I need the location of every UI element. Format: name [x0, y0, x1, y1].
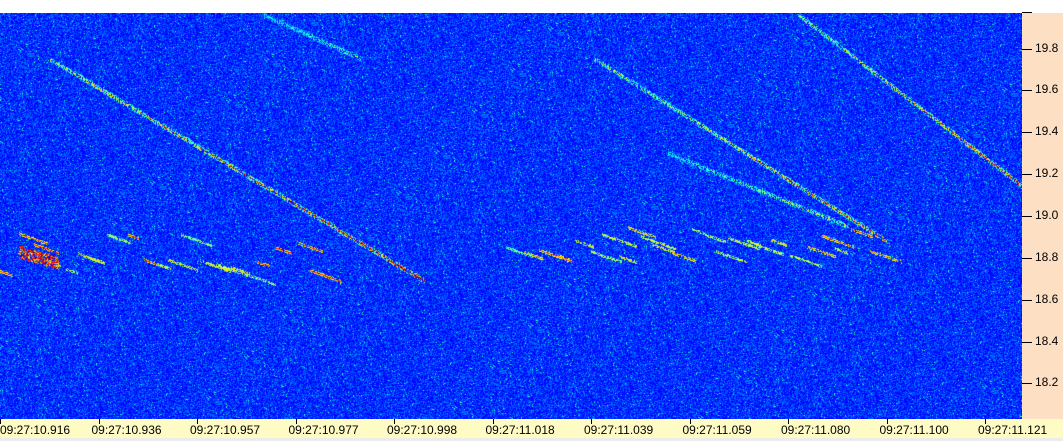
x-tick-label: 09:27:11.018 — [485, 423, 555, 437]
y-tick — [1022, 216, 1032, 217]
x-tick-label: 09:27:11.039 — [584, 423, 654, 437]
y-tick — [1022, 132, 1032, 134]
y-axis-top-tick — [1022, 12, 1032, 13]
y-tick-label: 19.4 — [1035, 124, 1059, 139]
x-tick — [886, 419, 888, 424]
y-tick-label: 18.8 — [1035, 249, 1059, 264]
x-tick-label: 09:27:10.936 — [91, 423, 162, 437]
x-tick-label: 09:27:10.998 — [387, 423, 458, 437]
y-axis: 19.8 19.6 19.4 19.2 19.0 18.8 18.6 18.4 18.2 — [1022, 13, 1063, 419]
x-tick — [985, 419, 986, 424]
y-tick-label: 19.2 — [1035, 166, 1059, 181]
x-tick — [295, 419, 297, 424]
y-tick — [1022, 341, 1032, 343]
x-tick-label: 09:27:10.977 — [288, 423, 359, 437]
y-tick — [1022, 90, 1032, 92]
y-tick — [1022, 48, 1032, 50]
x-tick — [492, 419, 494, 424]
x-tick-label: 09:27:11.100 — [879, 423, 949, 437]
x-axis: 09:27:10.916 09:27:10.936 09:27:10.957 09:2… — [0, 419, 1063, 438]
bottom-strip — [0, 438, 1063, 441]
x-tick-label: 09:27:11.059 — [682, 423, 752, 437]
x-tick — [98, 419, 100, 424]
y-tick-label: 18.2 — [1035, 375, 1059, 390]
y-tick-label: 19.8 — [1035, 40, 1059, 55]
x-tick — [591, 419, 592, 424]
x-tick — [788, 419, 789, 424]
y-tick — [1022, 383, 1032, 385]
y-tick-label: 19.6 — [1035, 82, 1059, 97]
x-tick — [0, 419, 1, 424]
x-tick-label: 09:27:10.916 — [0, 423, 71, 437]
y-tick-label: 18.4 — [1035, 333, 1059, 348]
x-tick-label: 09:27:11.121 — [978, 423, 1048, 437]
y-tick — [1022, 299, 1032, 301]
x-tick-label: 09:27:10.957 — [190, 423, 261, 437]
y-tick — [1022, 257, 1032, 259]
x-tick — [394, 419, 395, 424]
y-tick — [1022, 174, 1032, 176]
y-tick-label: 18.6 — [1035, 291, 1059, 306]
x-tick — [689, 419, 691, 424]
spectrogram-plot[interactable] — [0, 13, 1022, 419]
x-tick — [197, 419, 198, 424]
y-tick-label: 19.0 — [1035, 208, 1059, 222]
x-tick-label: 09:27:11.080 — [781, 423, 851, 437]
